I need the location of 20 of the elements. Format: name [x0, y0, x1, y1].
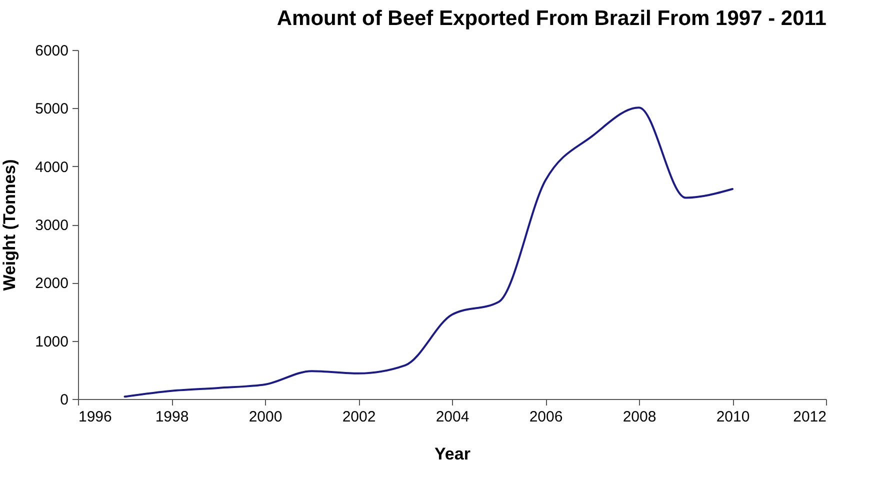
x-tick-label: 2008: [622, 408, 656, 426]
chart-title: Amount of Beef Exported From Brazil From 1997 - 2011: [276, 7, 827, 30]
y-tick-label: 2000: [35, 275, 68, 292]
y-tick-label: 5000: [35, 100, 68, 118]
x-tick-label: 2004: [436, 408, 470, 426]
y-axis-title: Weight (Tonnes): [0, 159, 20, 291]
x-tick-label: 1998: [155, 408, 189, 426]
x-tick-label: 1996: [78, 408, 112, 426]
x-axis-title: Year: [434, 444, 471, 464]
y-tick-label: 4000: [35, 158, 68, 176]
y-tick-label: 6000: [35, 42, 68, 60]
y-tick-label: 1000: [35, 333, 68, 350]
x-tick-label: 2002: [342, 408, 376, 426]
x-tick-label: 2010: [716, 408, 750, 426]
line-series: [124, 106, 734, 398]
x-tick-label: 2000: [248, 408, 282, 426]
y-tick-label: 0: [60, 392, 68, 408]
x-tick-label: 2012: [793, 408, 826, 426]
x-tick-label: 2006: [529, 408, 563, 426]
y-tick-label: 3000: [35, 217, 68, 234]
